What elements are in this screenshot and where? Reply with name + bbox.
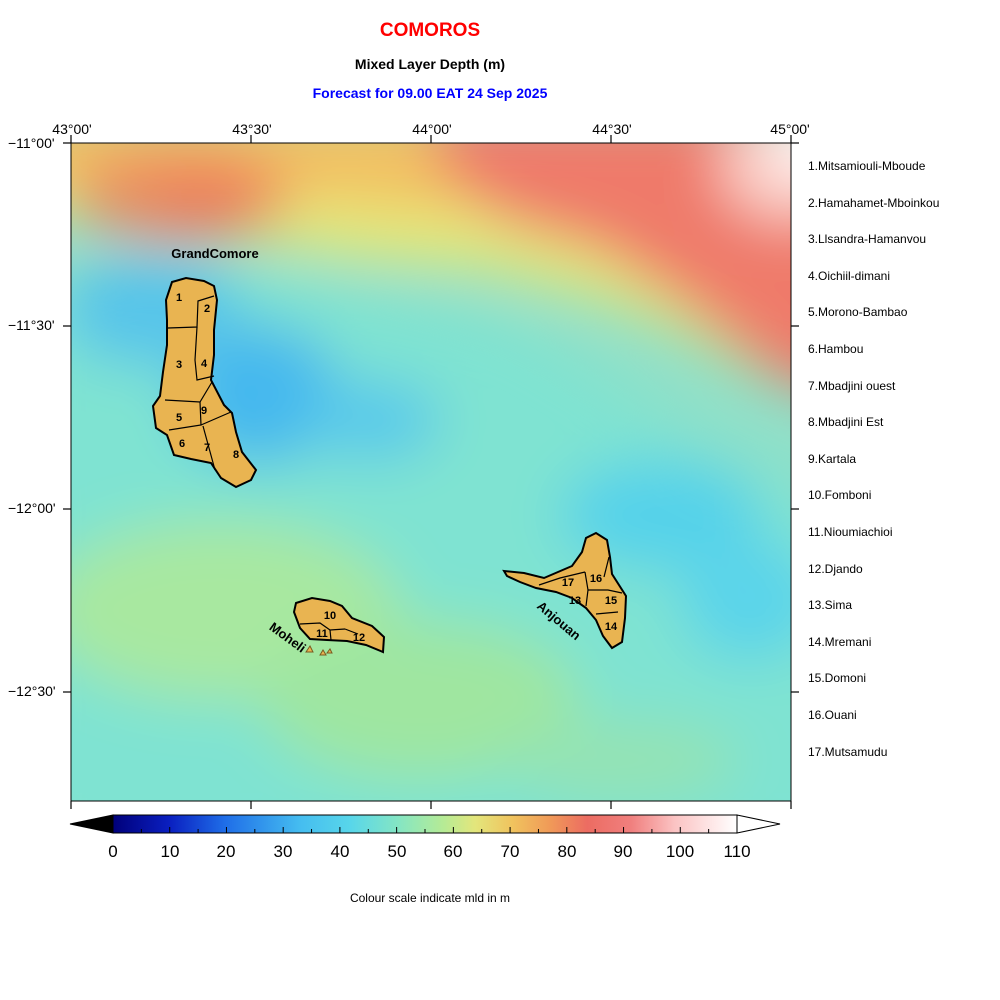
legend-item-16: 16.Ouani	[808, 707, 857, 722]
colorbar-tick-10: 10	[160, 842, 180, 861]
legend-item-15: 15.Domoni	[808, 671, 867, 686]
district-number-17: 17	[562, 577, 574, 589]
lon-label-44-30: 44°30'	[592, 121, 632, 137]
lat-label-11-30: −11°30'	[8, 317, 55, 333]
district-number-7: 7	[204, 442, 210, 454]
legend-item-2: 2.Hamahamet-Mboinkou	[808, 195, 940, 210]
lat-label-12-30: −12°30'	[8, 683, 56, 699]
map-subtitle: Mixed Layer Depth (m)	[354, 56, 506, 72]
forecast-time: Forecast for 09.00 EAT 24 Sep 2025	[312, 85, 548, 101]
colorbar-tick-50: 50	[387, 842, 407, 861]
district-number-4: 4	[201, 358, 208, 370]
legend-item-3: 3.Llsandra-Hamanvou	[808, 232, 927, 247]
district-number-11: 11	[316, 628, 328, 640]
legend-item-10: 10.Fomboni	[808, 488, 872, 503]
district-number-5: 5	[176, 412, 182, 424]
legend-item-6: 6.Hambou	[808, 341, 864, 356]
grand-comore-island	[151, 276, 258, 489]
legend-item-8: 8.Mbadjini Est	[808, 415, 884, 430]
colorbar-tick-90: 90	[613, 842, 633, 861]
district-number-15: 15	[605, 595, 617, 607]
legend-item-12: 12.Djando	[808, 561, 863, 576]
colorbar-tick-0: 0	[108, 842, 118, 861]
district-number-14: 14	[605, 621, 618, 633]
legend-item-11: 11.Nioumiachioi	[808, 524, 893, 539]
legend-item-17: 17.Mutsamudu	[808, 744, 888, 759]
colorbar-caption: Colour scale indicate mld in m	[349, 891, 511, 905]
colorbar-tick-110: 110	[723, 842, 751, 861]
legend-item-14: 14.Mremani	[808, 634, 872, 649]
district-number-6: 6	[179, 438, 185, 450]
map-canvas: 1 2 3 4 5 6 7 8 9 10 11 12 13 14 15 16 1…	[63, 135, 799, 809]
colorbar-tick-70: 70	[500, 842, 520, 861]
district-number-13: 13	[569, 595, 581, 607]
map-title: COMOROS	[379, 20, 481, 41]
colorbar-tick-30: 30	[273, 842, 293, 861]
legend-item-7: 7.Mbadjini ouest	[808, 378, 896, 393]
axis-ticks	[63, 135, 799, 809]
mld-field	[71, 143, 791, 801]
anjouan-island	[502, 531, 628, 650]
lat-label-11-00: −11°00'	[8, 135, 55, 151]
legend-item-1: 1.Mitsamiouli-Mboude	[808, 159, 926, 173]
legend-item-5: 5.Morono-Bambao	[808, 305, 908, 320]
lon-label-43-30: 43°30'	[232, 121, 272, 137]
lon-label-45-00: 45°00'	[770, 121, 810, 137]
lon-label-44-00: 44°00'	[412, 121, 452, 137]
grand-comore-label: GrandComore	[171, 246, 258, 261]
legend-item-13: 13.Sima	[808, 598, 853, 613]
colorbar-tick-80: 80	[557, 842, 577, 861]
colorbar-tick-100: 100	[665, 842, 695, 861]
district-number-16: 16	[590, 573, 602, 585]
colorbar-ticks	[112, 827, 738, 833]
colorbar-tick-40: 40	[330, 842, 350, 861]
legend-item-9: 9.Kartala	[808, 451, 857, 466]
district-number-10: 10	[324, 610, 336, 622]
colorbar-tick-20: 20	[216, 842, 236, 861]
legend-item-4: 4.Oichiil-dimani	[808, 268, 891, 283]
colorbar-max-arrow	[736, 814, 781, 834]
lon-label-43-00: 43°00'	[52, 121, 92, 137]
district-number-9: 9	[201, 405, 207, 417]
colorbar-min-arrow	[69, 814, 114, 834]
district-number-1: 1	[176, 292, 182, 304]
lat-label-12-00: −12°00'	[8, 500, 56, 516]
colorbar-tick-60: 60	[443, 842, 463, 861]
district-number-2: 2	[204, 303, 210, 315]
district-legend: 1.Mitsamiouli-Mboude 2.Hamahamet-Mboinko…	[808, 158, 939, 780]
district-number-3: 3	[176, 359, 182, 371]
moheli-island	[292, 596, 386, 656]
district-number-8: 8	[233, 449, 239, 461]
colorbar	[69, 814, 781, 834]
district-number-12: 12	[353, 632, 365, 644]
